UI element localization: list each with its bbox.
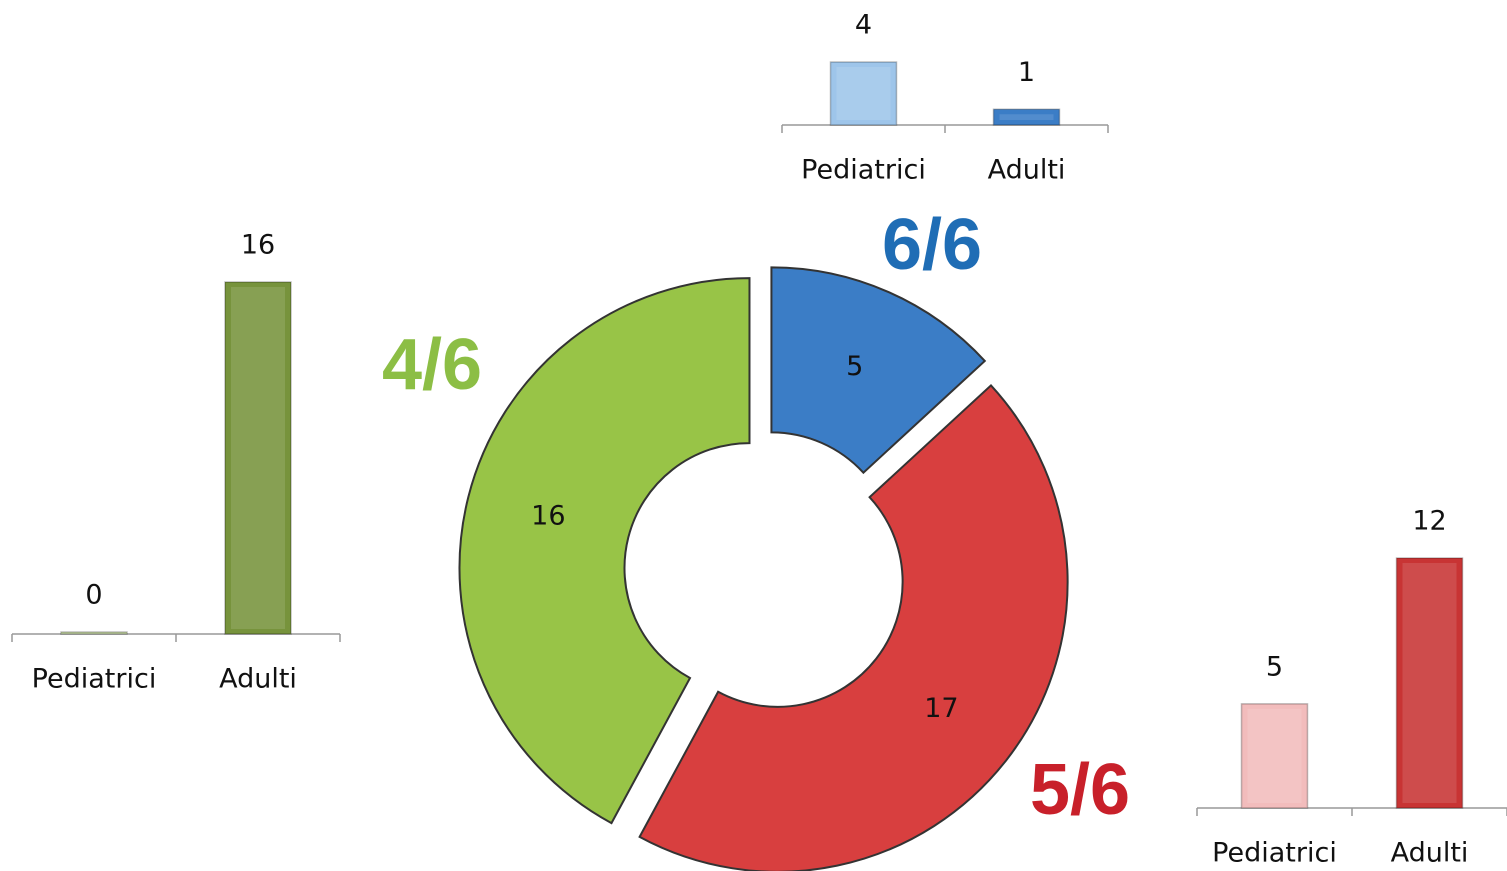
bar: [1240, 703, 1309, 809]
annotation: 5/6: [1030, 750, 1130, 830]
data-label: 12: [1412, 506, 1446, 537]
data-label: 5: [1266, 651, 1283, 682]
data-label: 1: [1018, 57, 1035, 88]
data-label: 5: [846, 351, 863, 382]
bar-bevel: [999, 114, 1054, 120]
bar: [1395, 557, 1464, 809]
bar-bevel: [231, 287, 285, 629]
data-label: 16: [531, 501, 565, 532]
annotation: 6/6: [882, 205, 982, 285]
x-tick-label: Pediatrici: [1212, 838, 1337, 869]
data-label: 17: [924, 693, 958, 724]
bar: [992, 108, 1061, 126]
donut-segment: [638, 384, 1069, 871]
bar: [829, 61, 898, 126]
x-tick-label: Pediatrici: [801, 155, 926, 186]
bar-bevel: [836, 67, 891, 120]
donut-segment: [770, 266, 987, 475]
data-label: 4: [855, 10, 872, 41]
bar: [224, 281, 292, 635]
bar: [60, 631, 128, 635]
x-tick-label: Pediatrici: [32, 664, 157, 695]
x-tick-label: Adulti: [988, 155, 1066, 186]
annotation: 4/6: [382, 325, 482, 405]
data-label: 0: [85, 580, 102, 611]
x-tick-label: Adulti: [219, 664, 297, 695]
bar-bevel: [1402, 563, 1457, 803]
donut-segment: [458, 277, 751, 825]
x-tick-label: Adulti: [1391, 838, 1469, 869]
data-label: 16: [241, 230, 275, 261]
bar-bevel: [1247, 708, 1302, 803]
